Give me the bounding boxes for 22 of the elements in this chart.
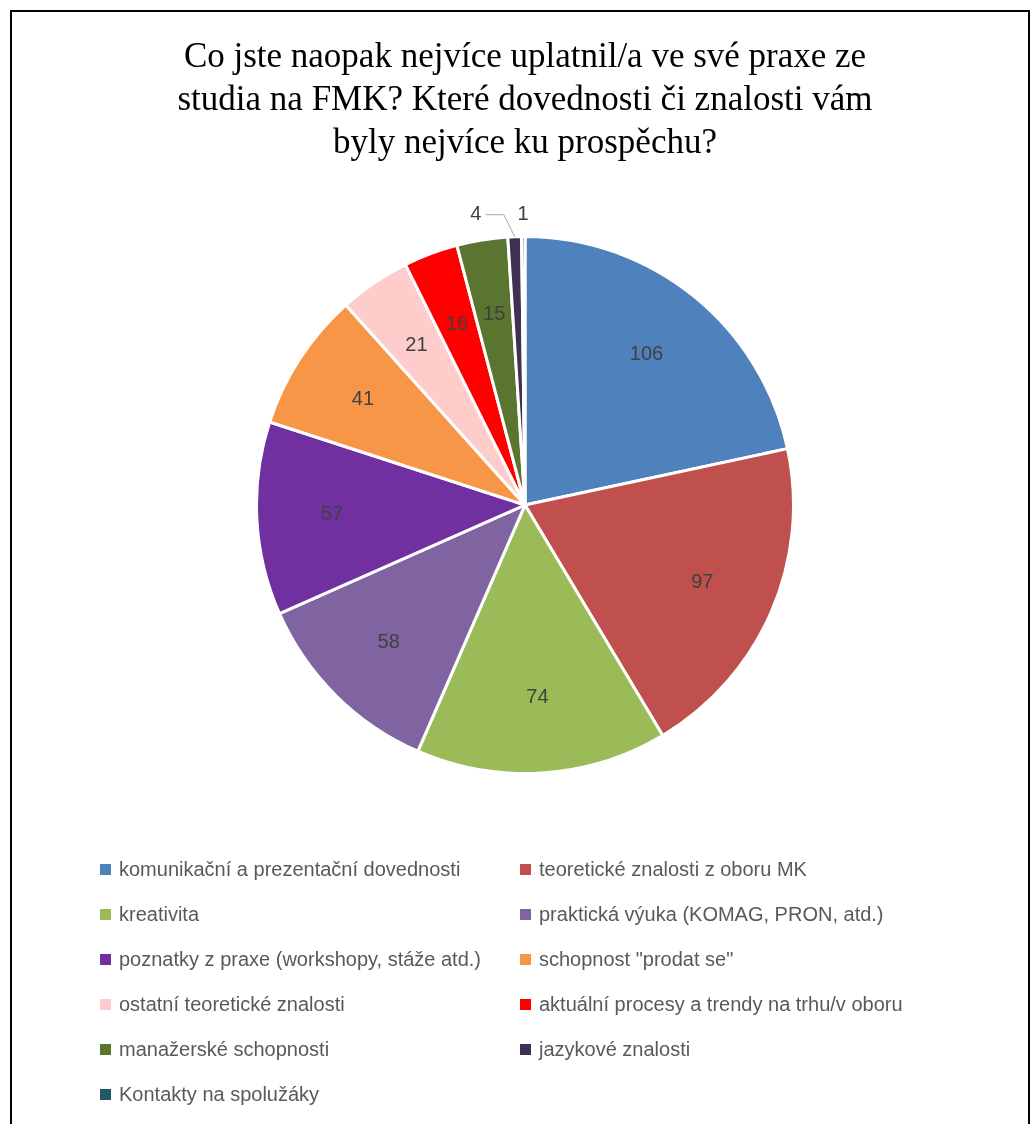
data-label: 4 bbox=[470, 202, 482, 225]
data-label: 16 bbox=[445, 311, 469, 334]
data-label: 57 bbox=[320, 502, 344, 525]
legend-label: schopnost "prodat se" bbox=[539, 947, 734, 971]
data-label: 74 bbox=[526, 685, 549, 708]
legend-label: Kontakty na spolužáky bbox=[119, 1082, 320, 1106]
legend-label: ostatní teoretické znalosti bbox=[119, 992, 345, 1016]
legend-label: aktuální procesy a trendy na trhu/v oboru bbox=[539, 992, 903, 1016]
chart-title: Co jste naopak nejvíce uplatnil/a ve své praxe ze studia na FMK? Které dovednosti či znalosti vám byly nejvíce ku prospěchu? bbox=[176, 35, 874, 163]
legend-label: teoretické znalosti z oboru MK bbox=[539, 857, 807, 881]
data-label: 1 bbox=[517, 202, 529, 225]
legend-label: komunikační a prezentační dovednosti bbox=[119, 857, 461, 881]
data-label: 41 bbox=[351, 387, 375, 410]
legend-label: jazykové znalosti bbox=[539, 1037, 691, 1061]
data-label: 106 bbox=[629, 342, 664, 365]
legend-label: manažerské schopnosti bbox=[119, 1037, 330, 1061]
data-label: 97 bbox=[691, 569, 714, 592]
legend-label: praktická výuka (KOMAG, PRON, atd.) bbox=[539, 902, 884, 926]
data-label: 21 bbox=[405, 332, 428, 355]
legend-label: poznatky z praxe (workshopy, stáže atd.) bbox=[119, 947, 482, 971]
data-label: 58 bbox=[377, 629, 400, 652]
legend-label: kreativita bbox=[119, 902, 200, 926]
